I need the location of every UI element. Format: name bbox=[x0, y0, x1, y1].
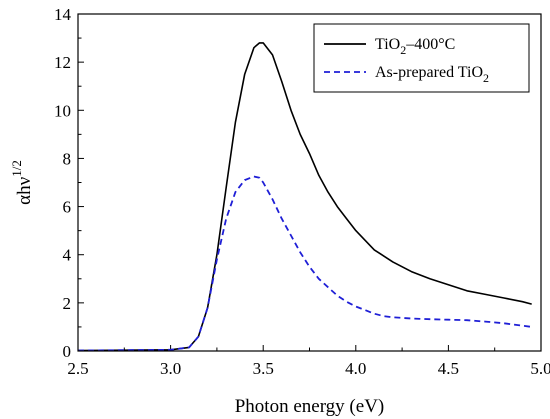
series-line-1 bbox=[77, 42, 532, 352]
y-axis-title-main: αhν bbox=[14, 176, 35, 204]
y-tick-label: 0 bbox=[63, 342, 72, 361]
legend-label-rest: –400°C bbox=[405, 36, 455, 53]
y-tick-label: 8 bbox=[63, 149, 72, 168]
plot-frame bbox=[77, 13, 542, 352]
legend-label-subscript: 2 bbox=[400, 43, 406, 57]
y-tick-label: 14 bbox=[54, 5, 72, 24]
y-tick-label: 12 bbox=[54, 53, 71, 72]
y-axis-title: αhν1/2 bbox=[9, 160, 35, 205]
legend: TiO2–400°CAs-prepared TiO2 bbox=[313, 23, 530, 93]
legend-box bbox=[313, 23, 530, 93]
legend-label-1: TiO2–400°C bbox=[375, 36, 455, 57]
y-tick-label: 6 bbox=[63, 198, 72, 217]
legend-label-subscript: 2 bbox=[483, 71, 489, 85]
x-tick-label: 3.0 bbox=[160, 359, 181, 378]
y-axis-title-superscript: 1/2 bbox=[9, 160, 24, 177]
axis-ticks: 2.5 3.0 3.5 4.0 4.5 5.0 0 2 4 6 8 10 12 14 bbox=[54, 5, 550, 378]
x-tick-label: 4.0 bbox=[345, 359, 366, 378]
x-tick-label: 5.0 bbox=[530, 359, 550, 378]
x-axis-title: Photon energy (eV) bbox=[235, 396, 385, 417]
legend-label-2: As-prepared TiO2 bbox=[375, 64, 489, 85]
y-tick-label: 10 bbox=[54, 101, 71, 120]
series-layer bbox=[77, 42, 532, 352]
y-tick-label: 2 bbox=[63, 294, 72, 313]
y-tick-label: 4 bbox=[63, 246, 72, 265]
x-tick-label: 4.5 bbox=[438, 359, 459, 378]
legend-label-main: TiO bbox=[375, 36, 400, 53]
legend-label-main: As-prepared TiO bbox=[375, 64, 483, 81]
x-tick-label: 3.5 bbox=[253, 359, 274, 378]
x-tick-label: 2.5 bbox=[67, 359, 88, 378]
series-line-2 bbox=[77, 175, 532, 352]
